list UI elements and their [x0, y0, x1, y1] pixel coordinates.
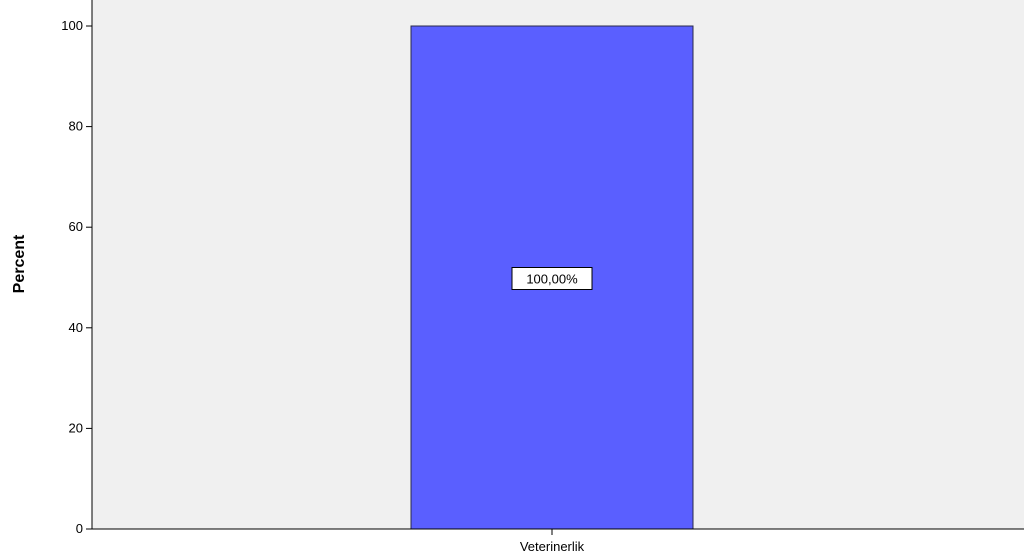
y-tick-label: 20: [69, 420, 83, 435]
y-tick-label: 40: [69, 320, 83, 335]
y-ticks-group: 0 20 40 60 80 100: [61, 18, 92, 536]
y-tick-label: 100: [61, 18, 83, 33]
x-category-label: Veterinerlik: [520, 539, 585, 554]
x-ticks-group: Veterinerlik: [520, 529, 585, 554]
data-label: 100,00%: [526, 272, 578, 287]
data-labels-group: 100,00%: [511, 267, 593, 290]
y-axis-title: Percent: [11, 234, 28, 293]
y-tick-label: 80: [69, 119, 83, 134]
y-tick-label: 60: [69, 219, 83, 234]
data-label-box: [511, 267, 593, 290]
y-tick-label: 0: [76, 521, 83, 536]
